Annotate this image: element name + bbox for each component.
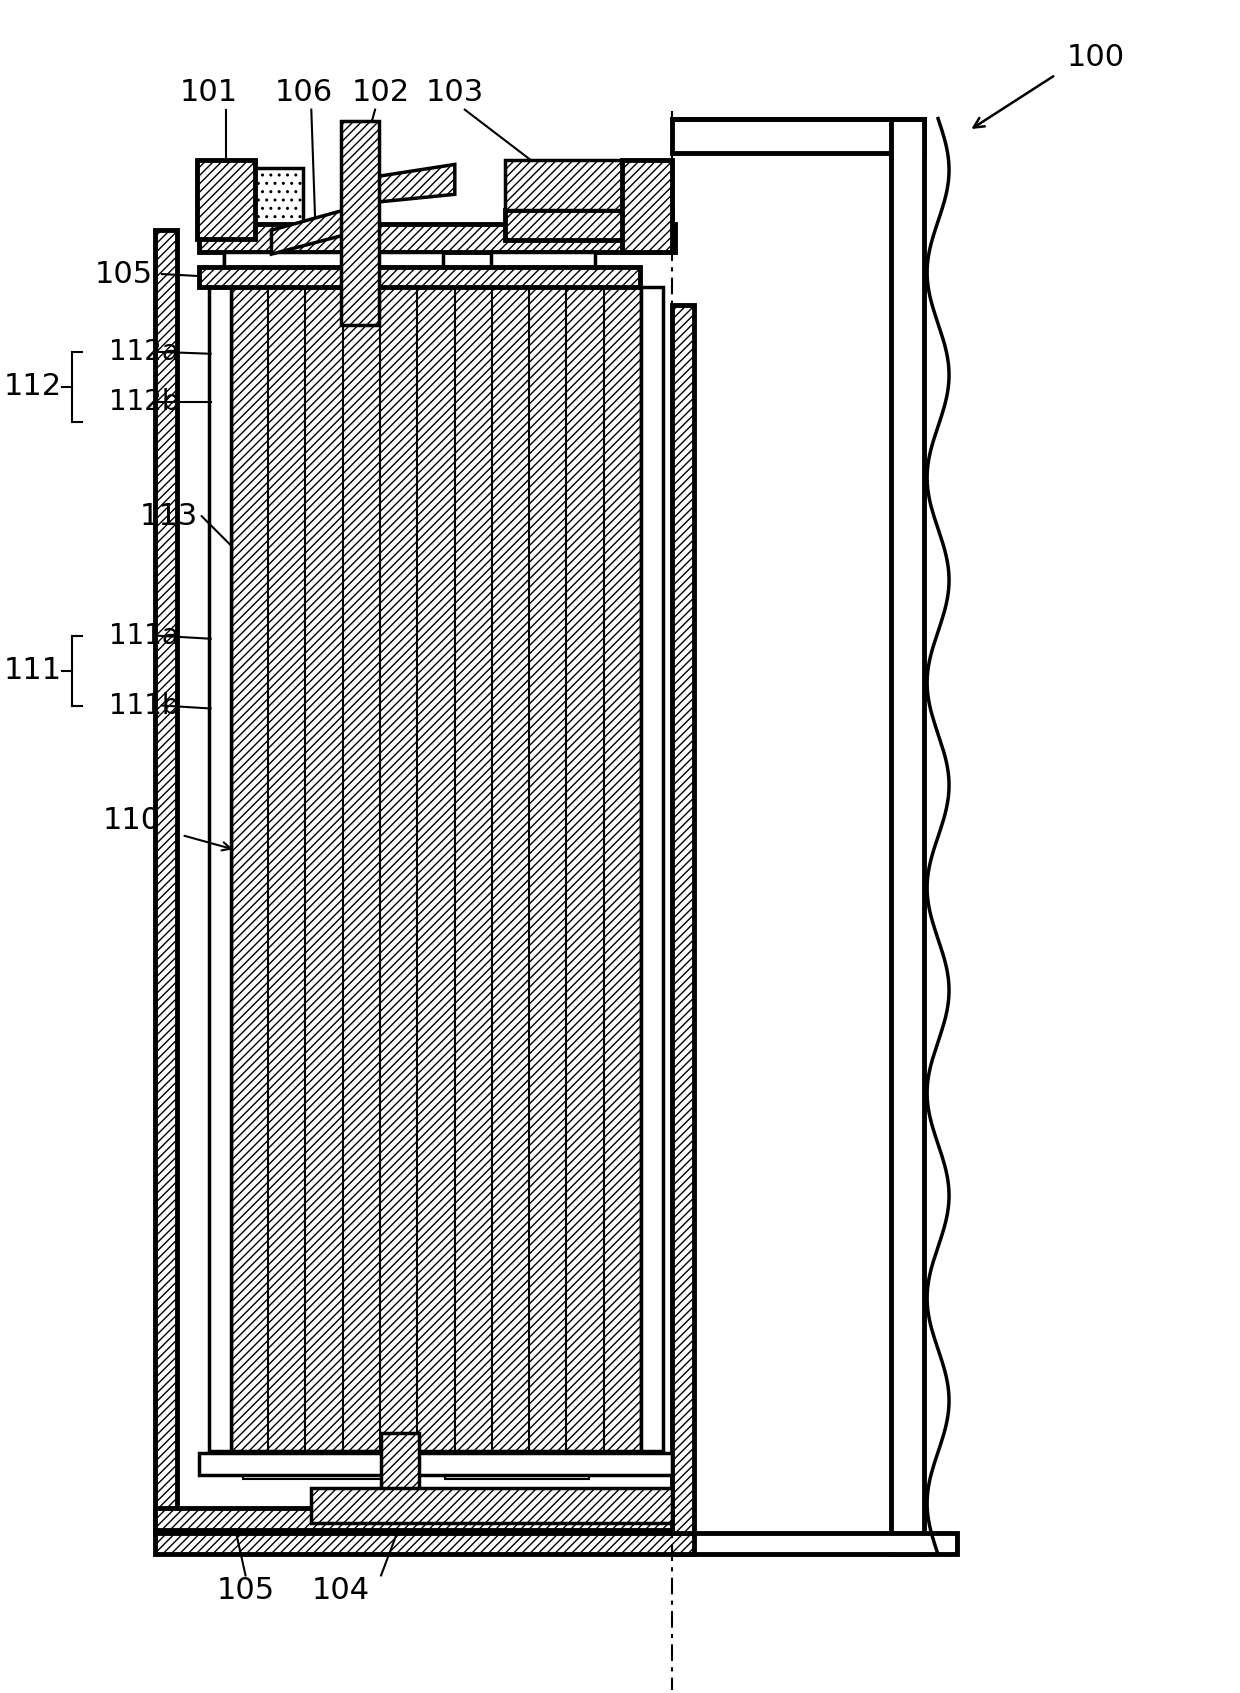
Bar xyxy=(243,1451,387,1478)
Text: 104: 104 xyxy=(312,1576,371,1605)
Bar xyxy=(198,267,640,288)
Bar xyxy=(198,1453,672,1475)
Bar xyxy=(208,288,231,1451)
Bar xyxy=(672,119,924,154)
Bar xyxy=(311,1488,672,1522)
Bar xyxy=(155,1532,694,1554)
Text: 111b: 111b xyxy=(109,691,180,720)
Bar xyxy=(223,252,443,271)
Text: 111: 111 xyxy=(4,657,61,686)
Text: 102: 102 xyxy=(352,78,410,107)
Bar xyxy=(198,223,675,252)
Text: 112b: 112b xyxy=(109,388,180,415)
Text: 105: 105 xyxy=(95,259,153,288)
Text: 100: 100 xyxy=(1066,44,1125,73)
Text: 112a: 112a xyxy=(109,339,179,366)
Bar xyxy=(445,1451,589,1478)
Bar xyxy=(505,161,672,210)
Text: 111a: 111a xyxy=(109,621,179,650)
Text: 110: 110 xyxy=(103,806,161,835)
Bar xyxy=(622,161,672,252)
Text: 101: 101 xyxy=(180,78,238,107)
Text: 106: 106 xyxy=(274,78,332,107)
Bar xyxy=(197,161,254,239)
Bar xyxy=(641,288,663,1451)
Bar xyxy=(892,119,924,1554)
Bar xyxy=(223,168,304,286)
Bar xyxy=(155,230,177,1532)
Bar xyxy=(505,210,672,240)
Text: 103: 103 xyxy=(425,78,484,107)
Text: 112: 112 xyxy=(4,372,61,401)
Bar xyxy=(672,1532,957,1554)
Bar xyxy=(231,288,641,1451)
Text: 113: 113 xyxy=(140,501,198,530)
Text: 105: 105 xyxy=(217,1576,274,1605)
Bar xyxy=(672,305,694,1532)
Polygon shape xyxy=(272,164,455,254)
Bar xyxy=(381,1432,419,1512)
Bar xyxy=(155,1508,672,1529)
Bar xyxy=(491,252,595,271)
Bar xyxy=(341,120,379,325)
